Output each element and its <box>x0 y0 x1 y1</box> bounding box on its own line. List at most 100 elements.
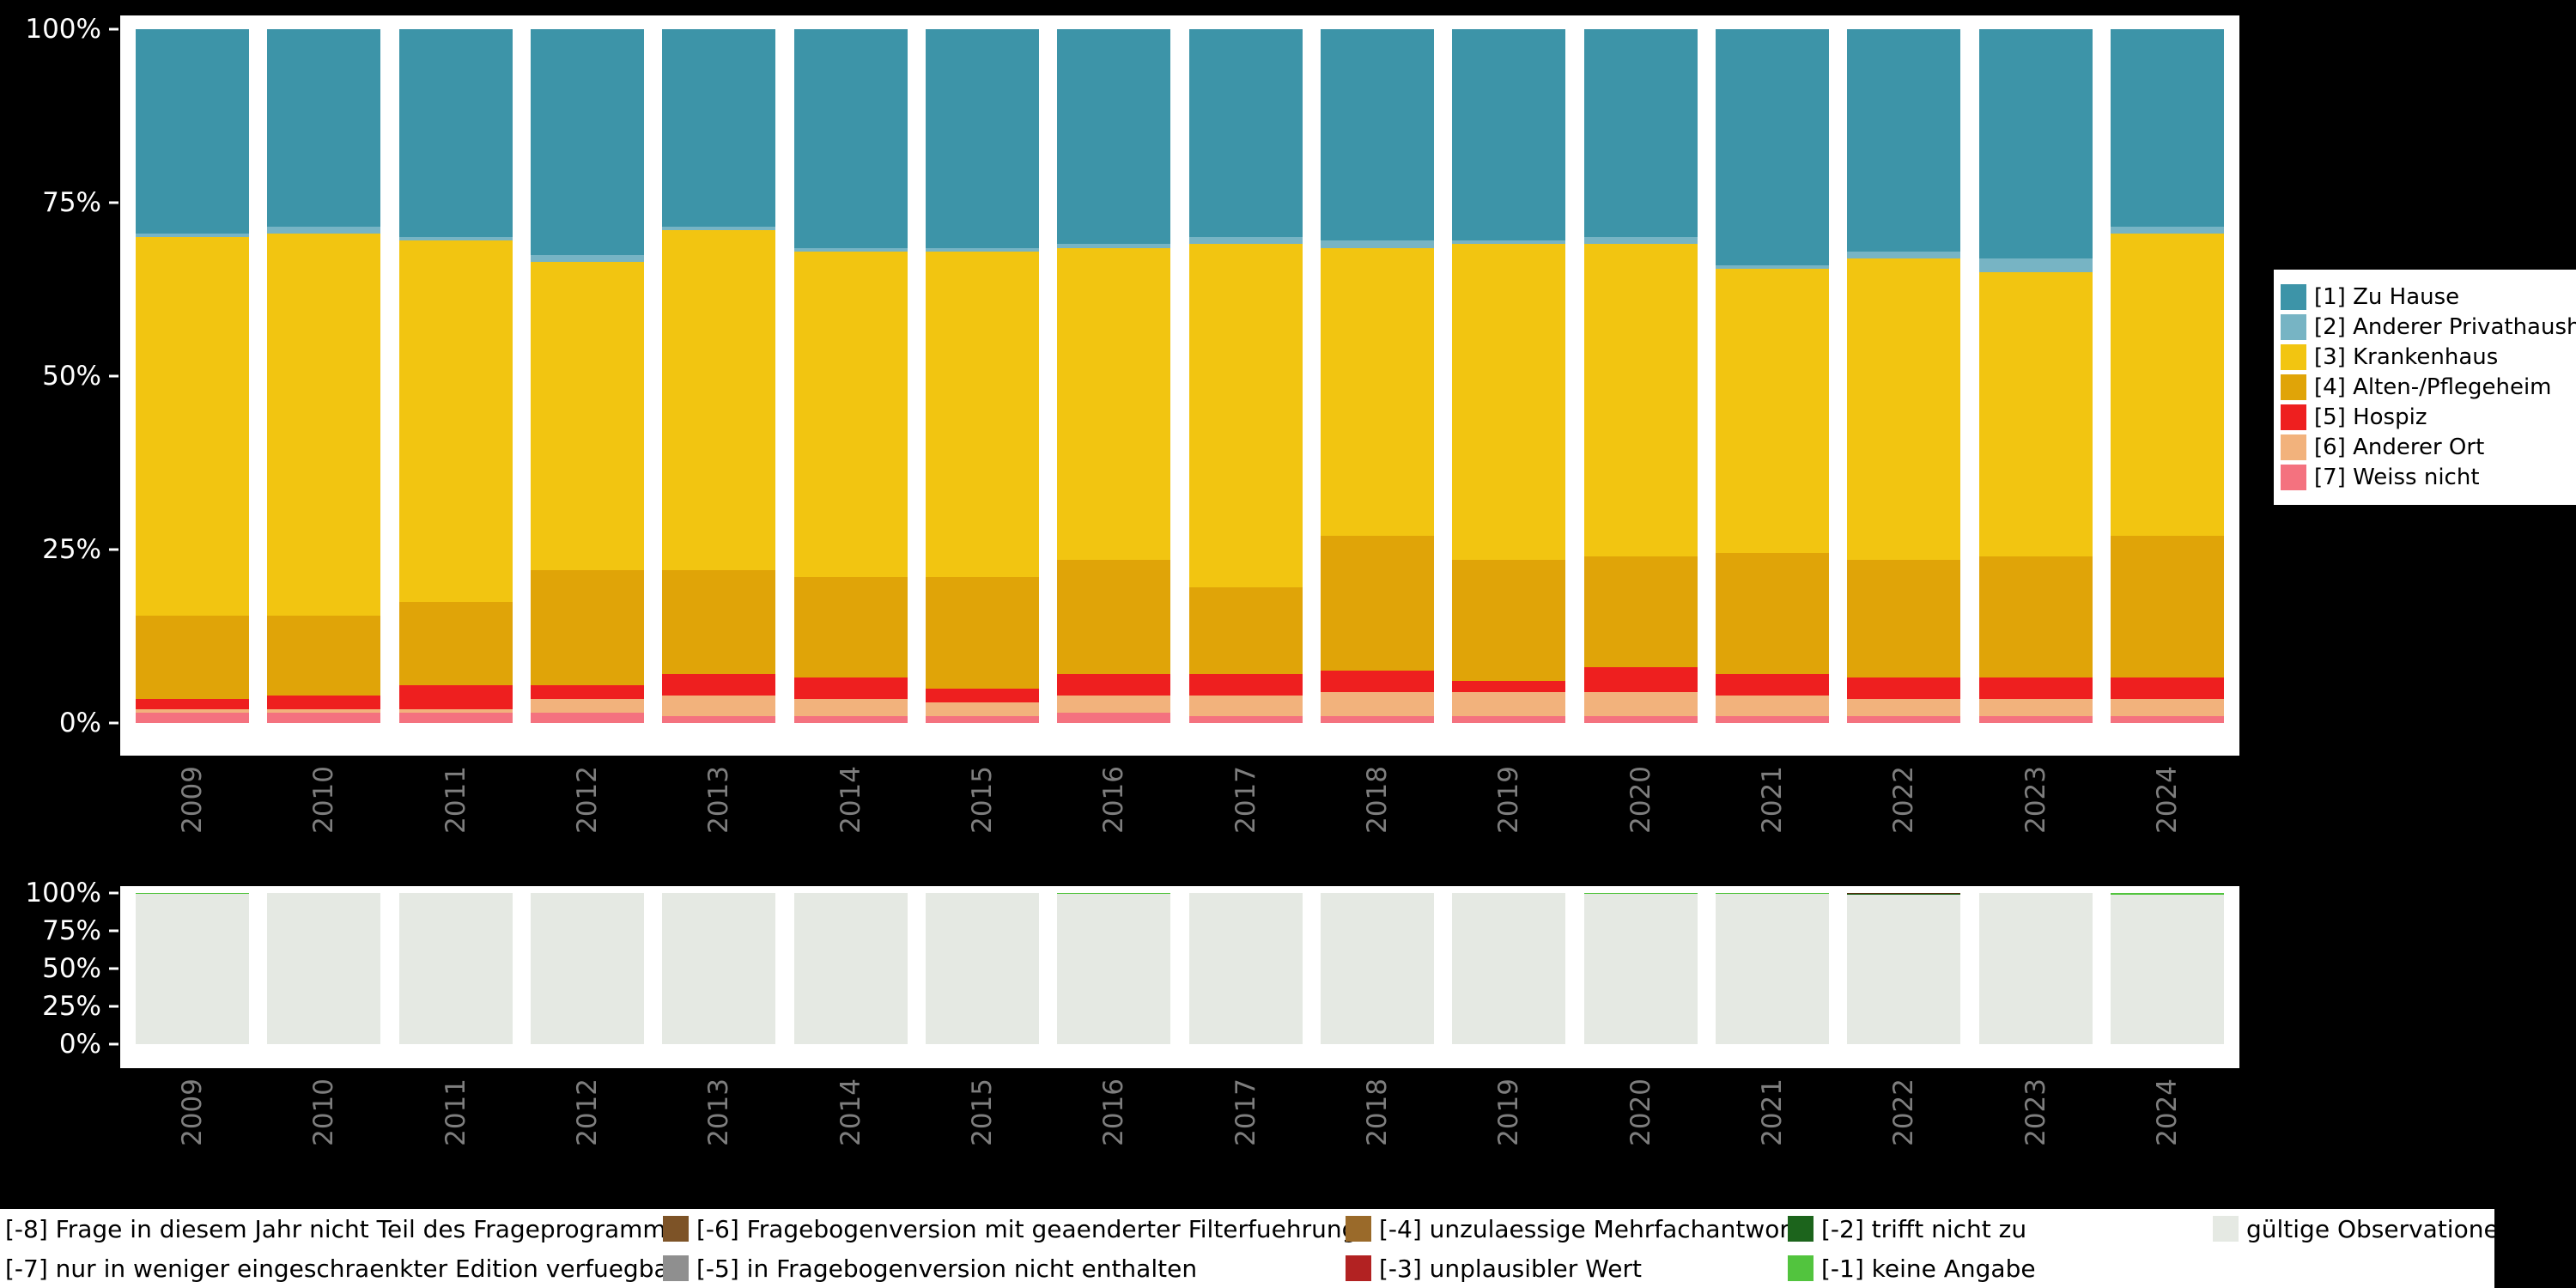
bar-segment <box>530 684 644 699</box>
bar-segment <box>1847 258 1961 561</box>
x-tick-label: 2023 <box>2020 766 2051 834</box>
x-tick-label: 2013 <box>703 766 735 834</box>
x-tick-label: 2012 <box>571 1078 603 1146</box>
legend-swatch <box>2281 434 2306 460</box>
bar-segment <box>1057 247 1171 561</box>
bar-segment <box>267 695 381 709</box>
stacked-bar-2014 <box>793 29 908 723</box>
stacked-bar-2020 <box>1583 893 1698 1044</box>
bar-segment <box>2110 677 2224 699</box>
legend-label: [-3] unplausibler Wert <box>1379 1254 1642 1283</box>
legend-swatch <box>1788 1216 1814 1242</box>
y-tick-mark <box>109 201 118 204</box>
y-tick-label: 50% <box>42 361 101 392</box>
bar-segment <box>1715 715 1829 723</box>
x-tick-label: 2010 <box>308 766 340 834</box>
bar-segment <box>793 715 908 723</box>
stacked-bar-2014 <box>793 893 908 1044</box>
bar-segment <box>398 240 513 602</box>
bar-segment <box>530 698 644 713</box>
legend-label: [-8] Frage in diesem Jahr nicht Teil des… <box>5 1214 679 1243</box>
x-tick-label: 2016 <box>1098 1078 1130 1146</box>
legend-item: [5] Hospiz <box>2281 404 2569 430</box>
legend-item: [4] Alten-/Pflegeheim <box>2281 374 2569 400</box>
bar-segment <box>1057 674 1171 696</box>
bar-segment <box>1847 894 1961 896</box>
legend-item: [6] Anderer Ort <box>2281 434 2569 460</box>
legend-swatch <box>663 1255 689 1281</box>
bar-segment <box>1320 671 1434 692</box>
bar-segment <box>1188 587 1303 675</box>
bar-segment <box>1320 29 1434 241</box>
legend-label: [-5] in Fragebogenversion nicht enthalte… <box>696 1254 1198 1283</box>
legend-swatch <box>2281 374 2306 400</box>
bar-segment <box>1188 674 1303 696</box>
y-tick-label: 100% <box>25 878 101 908</box>
stacked-bar-2009 <box>136 893 249 1044</box>
bar-segment <box>662 893 776 1044</box>
bar-segment <box>1188 29 1303 238</box>
bar-segment <box>1320 715 1434 723</box>
legend-item: [-6] Fragebogenversion mit geaenderter F… <box>663 1215 1357 1243</box>
bar-segment <box>1452 240 1566 245</box>
x-tick-label: 2016 <box>1098 766 1130 834</box>
x-tick-label: 2009 <box>177 1078 208 1146</box>
bar-segment <box>398 708 513 713</box>
bar-segment <box>398 601 513 685</box>
bar-segment <box>1188 893 1303 1044</box>
x-tick-label: 2018 <box>1361 1078 1393 1146</box>
stacked-bar-2017 <box>1188 29 1303 723</box>
stacked-bar-2019 <box>1452 29 1566 723</box>
y-tick-mark <box>109 1005 118 1008</box>
legend-item: [-5] in Fragebogenversion nicht enthalte… <box>663 1255 1346 1283</box>
missing-chart-x-axis: 2009 2010 2011 2012 2013 2014 2015 2016 2017 2018… <box>136 1078 2224 1183</box>
legend-label: [-1] keine Angabe <box>1821 1254 2036 1283</box>
bar-segment <box>136 234 249 238</box>
bar-segment <box>2110 715 2224 723</box>
legend-item: [2] Anderer Privathaushalt <box>2281 314 2576 340</box>
bar-segment <box>1188 695 1303 716</box>
bar-segment <box>793 677 908 699</box>
missing-chart-panel <box>120 886 2239 1068</box>
bar-segment <box>2110 893 2224 895</box>
bar-segment <box>1847 893 1961 895</box>
stacked-bar-2023 <box>1978 893 2093 1044</box>
stacked-bar-2019 <box>1452 893 1566 1044</box>
stacked-bar-2015 <box>925 893 1039 1044</box>
bar-segment <box>662 674 776 696</box>
legend-swatch <box>2281 344 2306 370</box>
bar-segment <box>1188 715 1303 723</box>
x-tick-label: 2022 <box>1888 1078 1920 1146</box>
stacked-bar-2012 <box>530 893 644 1044</box>
y-tick-label: 0% <box>58 1029 101 1060</box>
stacked-bar-2018 <box>1320 29 1434 723</box>
legend-swatch <box>2281 465 2306 490</box>
bar-segment <box>267 708 381 713</box>
y-tick-label: 25% <box>42 991 101 1022</box>
bar-segment <box>398 29 513 238</box>
legend-label: [-2] trifft nicht zu <box>1821 1214 2027 1243</box>
bar-segment <box>1715 553 1829 675</box>
y-tick-mark <box>109 548 118 551</box>
bar-segment <box>1057 695 1171 713</box>
bar-segment <box>1452 244 1566 561</box>
x-tick-label: 2024 <box>2151 766 2183 834</box>
bar-segment <box>1583 244 1698 557</box>
bar-segment <box>398 712 513 723</box>
bar-segment <box>267 234 381 616</box>
bar-segment <box>925 29 1039 248</box>
x-tick-label: 2014 <box>835 766 866 834</box>
y-tick-mark <box>109 721 118 725</box>
bar-segment <box>925 688 1039 702</box>
bar-segment <box>2110 227 2224 234</box>
bar-segment <box>267 615 381 696</box>
y-tick-label: 100% <box>25 14 101 45</box>
bar-segment <box>1320 691 1434 716</box>
y-tick-mark <box>109 929 118 933</box>
bar-segment <box>662 695 776 716</box>
bar-segment <box>1583 29 1698 238</box>
bar-segment <box>1452 29 1566 241</box>
x-tick-label: 2011 <box>440 1078 471 1146</box>
bar-segment <box>1057 893 1171 894</box>
bar-segment <box>1715 264 1829 269</box>
